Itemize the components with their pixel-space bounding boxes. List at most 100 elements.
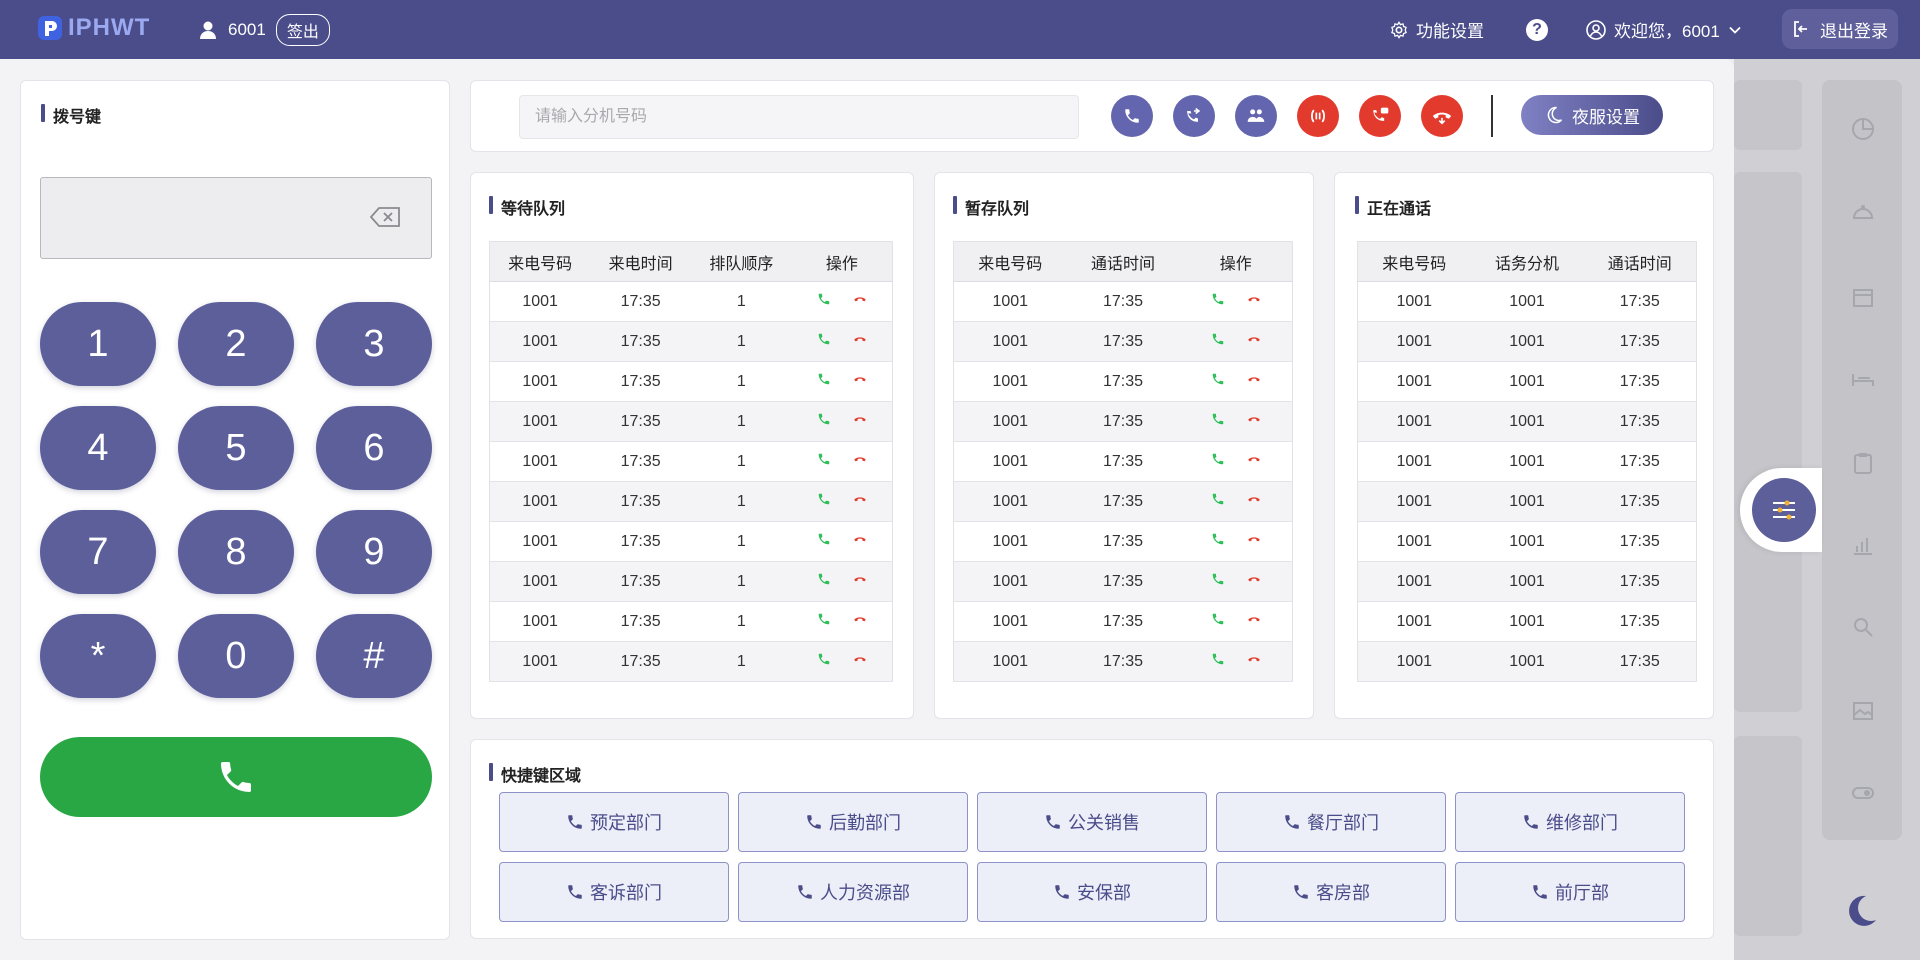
shortcut-button[interactable]: 前厅部 [1455, 862, 1685, 922]
dial-key-1[interactable]: 1 [40, 302, 156, 386]
hangup-button[interactable] [1421, 95, 1463, 137]
reject-call-button[interactable] [1247, 452, 1261, 471]
reject-call-button[interactable] [853, 292, 867, 311]
reject-call-icon [1247, 497, 1260, 502]
reject-call-button[interactable] [1247, 652, 1261, 671]
accept-call-button[interactable] [817, 492, 831, 511]
transfer-icon [1187, 107, 1201, 122]
shortcut-button[interactable]: 后勤部门 [738, 792, 968, 852]
accept-call-button[interactable] [1211, 652, 1225, 671]
help-button[interactable]: ? [1526, 19, 1548, 41]
reject-call-button[interactable] [853, 492, 867, 511]
dial-display[interactable] [40, 177, 432, 259]
dial-key-8[interactable]: 8 [178, 510, 294, 594]
dial-key-star[interactable]: * [40, 614, 156, 698]
reject-call-button[interactable] [1247, 372, 1261, 391]
dial-key-6[interactable]: 6 [316, 406, 432, 490]
dial-key-5[interactable]: 5 [178, 406, 294, 490]
table-cell: 1001 [1470, 601, 1584, 642]
message-button[interactable] [1359, 95, 1401, 137]
phone-icon [1524, 815, 1538, 829]
table-cell: 17:35 [590, 601, 691, 642]
shortcut-button[interactable]: 餐厅部门 [1216, 792, 1446, 852]
accept-call-button[interactable] [817, 372, 831, 391]
transfer-button[interactable] [1173, 95, 1215, 137]
accept-call-button[interactable] [817, 612, 831, 631]
dial-key-2[interactable]: 2 [178, 302, 294, 386]
moon-icon[interactable] [1840, 890, 1882, 932]
logout-button[interactable]: 退出登录 [1782, 9, 1898, 49]
call-button[interactable] [1111, 95, 1153, 137]
accept-call-button[interactable] [1211, 532, 1225, 551]
conference-button[interactable] [1235, 95, 1277, 137]
accept-call-button[interactable] [817, 412, 831, 431]
reject-call-button[interactable] [1247, 492, 1261, 511]
accept-call-button[interactable] [1211, 452, 1225, 471]
reject-call-button[interactable] [853, 332, 867, 351]
reject-call-button[interactable] [1247, 332, 1261, 351]
dial-key-7[interactable]: 7 [40, 510, 156, 594]
shortcut-button[interactable]: 客房部 [1216, 862, 1446, 922]
table-row: 1001 17:35 [953, 281, 1293, 322]
table-cell: 17:35 [1583, 561, 1697, 602]
shortcut-button[interactable]: 公关销售 [977, 792, 1207, 852]
accept-call-button[interactable] [817, 332, 831, 351]
shortcut-label: 人力资源部 [820, 883, 910, 903]
accept-call-button[interactable] [1211, 372, 1225, 391]
accept-call-button[interactable] [817, 572, 831, 591]
dial-key-9[interactable]: 9 [316, 510, 432, 594]
accept-call-button[interactable] [1211, 292, 1225, 311]
reject-call-button[interactable] [1247, 612, 1261, 631]
row-actions [1179, 401, 1293, 442]
row-actions [1179, 361, 1293, 402]
row-actions [791, 521, 893, 562]
accept-call-button[interactable] [1211, 332, 1225, 351]
hold-button[interactable] [1297, 95, 1339, 137]
night-settings-button[interactable]: 夜服设置 [1521, 95, 1663, 135]
reject-call-button[interactable] [853, 652, 867, 671]
shortcut-button[interactable]: 预定部门 [499, 792, 729, 852]
reject-call-button[interactable] [853, 452, 867, 471]
table-cell: 17:35 [1583, 441, 1697, 482]
table-row: 1001 1001 17:35 [1357, 561, 1697, 602]
reject-call-button[interactable] [1247, 572, 1261, 591]
shortcut-label: 后勤部门 [829, 813, 901, 833]
extension-input[interactable] [519, 95, 1079, 139]
column-header: 通话时间 [1583, 241, 1697, 282]
reject-call-button[interactable] [853, 372, 867, 391]
reject-call-icon [854, 657, 866, 662]
accept-call-button[interactable] [817, 292, 831, 311]
user-menu[interactable]: 欢迎您，6001 [1586, 17, 1742, 42]
dial-key-0[interactable]: 0 [178, 614, 294, 698]
floating-settings-button[interactable] [1752, 478, 1816, 542]
shortcut-button[interactable]: 维修部门 [1455, 792, 1685, 852]
reject-call-button[interactable] [853, 612, 867, 631]
accept-call-button[interactable] [817, 452, 831, 471]
reject-call-button[interactable] [853, 412, 867, 431]
accept-call-icon [818, 413, 830, 425]
dial-key-3[interactable]: 3 [316, 302, 432, 386]
settings-button[interactable]: 功能设置 [1390, 17, 1484, 42]
signout-button[interactable]: 签出 [275, 14, 330, 46]
reject-call-button[interactable] [853, 572, 867, 591]
accept-call-button[interactable] [1211, 612, 1225, 631]
table-cell: 1001 [489, 361, 591, 402]
reject-call-button[interactable] [1247, 412, 1261, 431]
dial-call-button[interactable] [40, 737, 432, 817]
dial-key-4[interactable]: 4 [40, 406, 156, 490]
shortcut-label: 餐厅部门 [1307, 813, 1379, 833]
reject-call-button[interactable] [1247, 292, 1261, 311]
shortcut-button[interactable]: 客诉部门 [499, 862, 729, 922]
reject-call-button[interactable] [853, 532, 867, 551]
accept-call-button[interactable] [1211, 492, 1225, 511]
backspace-icon[interactable] [369, 206, 401, 228]
accept-call-button[interactable] [1211, 572, 1225, 591]
accept-call-button[interactable] [1211, 412, 1225, 431]
dial-key-hash[interactable]: # [316, 614, 432, 698]
shortcut-button[interactable]: 安保部 [977, 862, 1207, 922]
reject-call-button[interactable] [1247, 532, 1261, 551]
accept-call-button[interactable] [817, 532, 831, 551]
table-cell: 1001 [953, 441, 1067, 482]
accept-call-button[interactable] [817, 652, 831, 671]
shortcut-button[interactable]: 人力资源部 [738, 862, 968, 922]
